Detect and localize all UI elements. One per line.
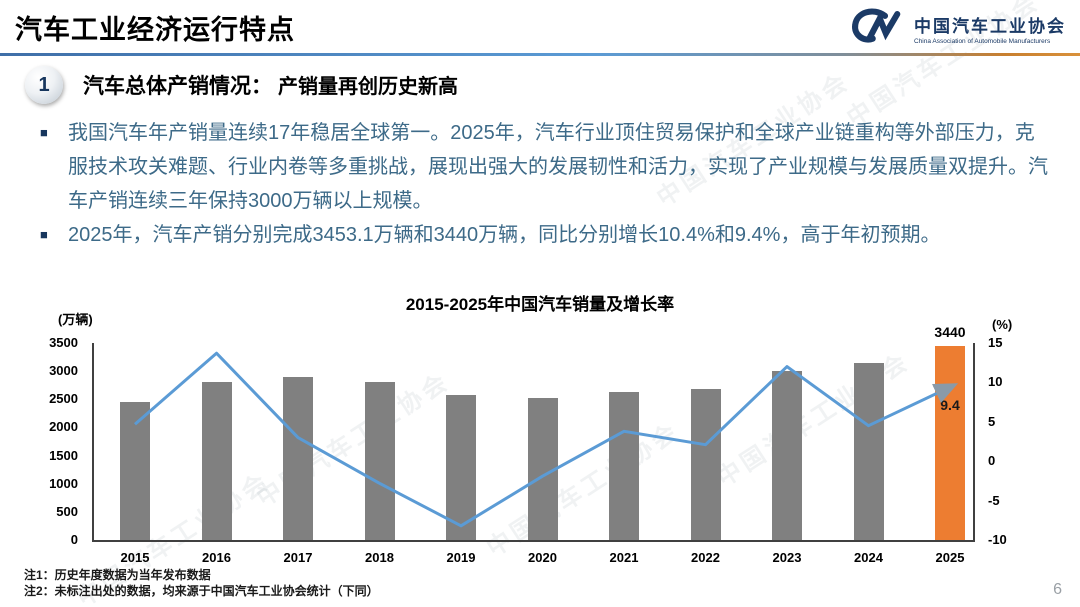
section-heading-row: 1 汽车总体产销情况： 产销量再创历史新高 xyxy=(25,66,458,104)
footnotes: 注1：历史年度数据为当年发布数据 注2：未标注出处的数据，均来源于中国汽车工业协… xyxy=(24,567,379,599)
footnote: 注1：历史年度数据为当年发布数据 xyxy=(24,568,211,582)
x-axis-label-2017: 2017 xyxy=(283,550,313,565)
right-axis-line xyxy=(973,343,975,540)
x-axis-label-2024: 2024 xyxy=(854,550,883,565)
x-axis-label-2022: 2022 xyxy=(691,550,720,565)
left-axis-tick: 1500 xyxy=(49,447,78,463)
bar-2021 xyxy=(609,392,639,540)
bar-2019 xyxy=(446,394,476,540)
growth-line xyxy=(134,351,959,528)
right-axis-unit: (%) xyxy=(992,317,1013,332)
x-axis-label-2016: 2016 xyxy=(202,550,231,565)
caam-logo: 中国汽车工业协会 China Association of Automobile… xyxy=(850,7,1066,49)
page-number: 6 xyxy=(1053,581,1062,598)
section-heading-main: 汽车总体产销情况： xyxy=(83,75,272,98)
bullet-list: ■ 我国汽车年产销量连续17年稳居全球第一。2025年，汽车行业顶住贸易保护和全… xyxy=(40,116,1052,252)
footnote: 注2：未标注出处的数据，均来源于中国汽车工业协会统计（下同） xyxy=(24,584,379,598)
bar-2018 xyxy=(364,381,395,540)
bar-2015 xyxy=(120,401,150,540)
caam-logo-text: 中国汽车工业协会 China Association of Automobile… xyxy=(914,12,1066,45)
bullet-text: 我国汽车年产销量连续17年稳居全球第一。2025年，汽车行业顶住贸易保护和全球产… xyxy=(68,122,1048,212)
x-axis-label-2021: 2021 xyxy=(609,550,639,565)
caam-logo-icon xyxy=(850,7,906,49)
bullet-square-icon: ■ xyxy=(40,125,48,140)
x-axis-label-2018: 2018 xyxy=(365,550,394,565)
section-heading-sub: 产销量再创历史新高 xyxy=(278,76,458,98)
caam-name-cn: 中国汽车工业协会 xyxy=(914,16,1066,36)
caam-name-en: China Association of Automobile Manufact… xyxy=(914,37,1051,45)
right-axis-tick: 5 xyxy=(988,413,996,429)
bullet-text: 2025年，汽车产销分别完成3453.1万辆和3440万辆，同比分别增长10.4… xyxy=(68,224,941,246)
x-axis-line xyxy=(92,540,975,542)
section-number-badge: 1 xyxy=(25,66,63,104)
left-axis-tick: 1000 xyxy=(49,475,78,491)
section-number: 1 xyxy=(38,73,50,96)
bullet-item: ■ 我国汽车年产销量连续17年稳居全球第一。2025年，汽车行业顶住贸易保护和全… xyxy=(40,116,1052,218)
bar-2023 xyxy=(772,370,802,540)
bar-2017 xyxy=(283,377,313,540)
bar-2016 xyxy=(201,382,232,540)
chart-title: 2015-2025年中国汽车销量及增长率 xyxy=(405,295,675,314)
x-axis-label-2023: 2023 xyxy=(772,550,802,565)
bar-value-label: 3440 xyxy=(934,324,966,341)
left-axis-tick: 500 xyxy=(56,503,78,519)
bullet-square-icon: ■ xyxy=(40,227,48,242)
sales-growth-chart: 2015-2025年中国汽车销量及增长率 (万辆) (%) 3500 3000 25… xyxy=(0,285,1080,585)
left-axis-tick: 2500 xyxy=(49,391,78,407)
x-axis-label-2015: 2015 xyxy=(120,550,150,565)
x-axis-label-2025: 2025 xyxy=(935,550,965,565)
x-axis-label-2020: 2020 xyxy=(528,550,557,565)
right-axis-tick: 10 xyxy=(988,374,1003,390)
bar-2020 xyxy=(527,397,558,540)
left-axis-line xyxy=(92,343,94,540)
left-axis-tick: 0 xyxy=(70,532,78,547)
right-axis-tick: 15 xyxy=(988,335,1003,350)
right-axis-tick: -5 xyxy=(988,492,1000,508)
left-axis-tick: 2000 xyxy=(49,419,78,435)
section-heading: 汽车总体产销情况： 产销量再创历史新高 xyxy=(83,70,458,100)
right-axis-tick: -10 xyxy=(988,532,1007,547)
left-axis-unit: (万辆) xyxy=(58,312,93,327)
bullet-item: ■ 2025年，汽车产销分别完成3453.1万辆和3440万辆，同比分别增长10… xyxy=(40,218,1052,252)
x-axis-label-2019: 2019 xyxy=(446,550,476,565)
page-title: 汽车工业经济运行特点 xyxy=(15,15,295,45)
bar-2024 xyxy=(853,363,884,540)
header-divider xyxy=(0,53,1080,56)
left-axis-tick: 3500 xyxy=(49,335,78,350)
left-axis-tick: 3000 xyxy=(49,363,78,379)
right-axis-tick: 0 xyxy=(988,453,996,469)
bar-2025 xyxy=(935,346,965,540)
bar-2022 xyxy=(690,388,721,540)
